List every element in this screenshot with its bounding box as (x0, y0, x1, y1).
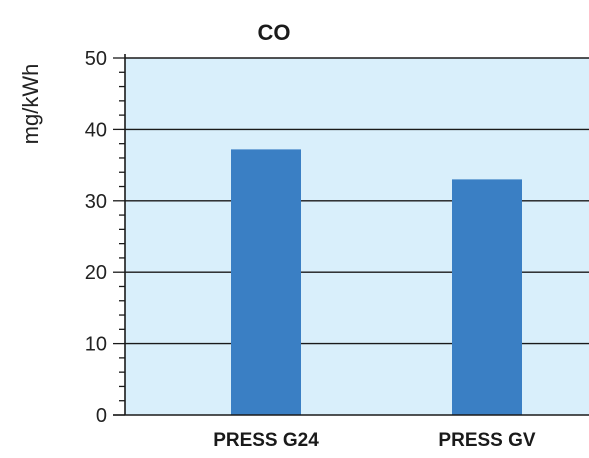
y-tick-label-40: 40 (85, 119, 107, 141)
y-tick-label-20: 20 (85, 262, 107, 284)
bars: PRESS G24 PRESS GV (213, 149, 536, 451)
axes (113, 54, 589, 416)
y-tick-label-50: 50 (85, 48, 107, 70)
y-tick-label-0: 0 (96, 405, 107, 427)
labels: CO mg/kWh (18, 20, 291, 144)
bar-press-gv (452, 179, 522, 415)
y-tick-label-30: 30 (85, 191, 107, 213)
category-label-press-gv: PRESS GV (438, 430, 535, 451)
category-label-press-g24: PRESS G24 (213, 430, 319, 451)
y-tick-label-10: 10 (85, 334, 107, 356)
bar-press-g24 (231, 149, 301, 415)
y-axis-label: mg/kWh (18, 64, 43, 145)
y-ticks: 0 10 20 30 40 50 (85, 48, 125, 427)
chart-title: CO (258, 20, 291, 45)
